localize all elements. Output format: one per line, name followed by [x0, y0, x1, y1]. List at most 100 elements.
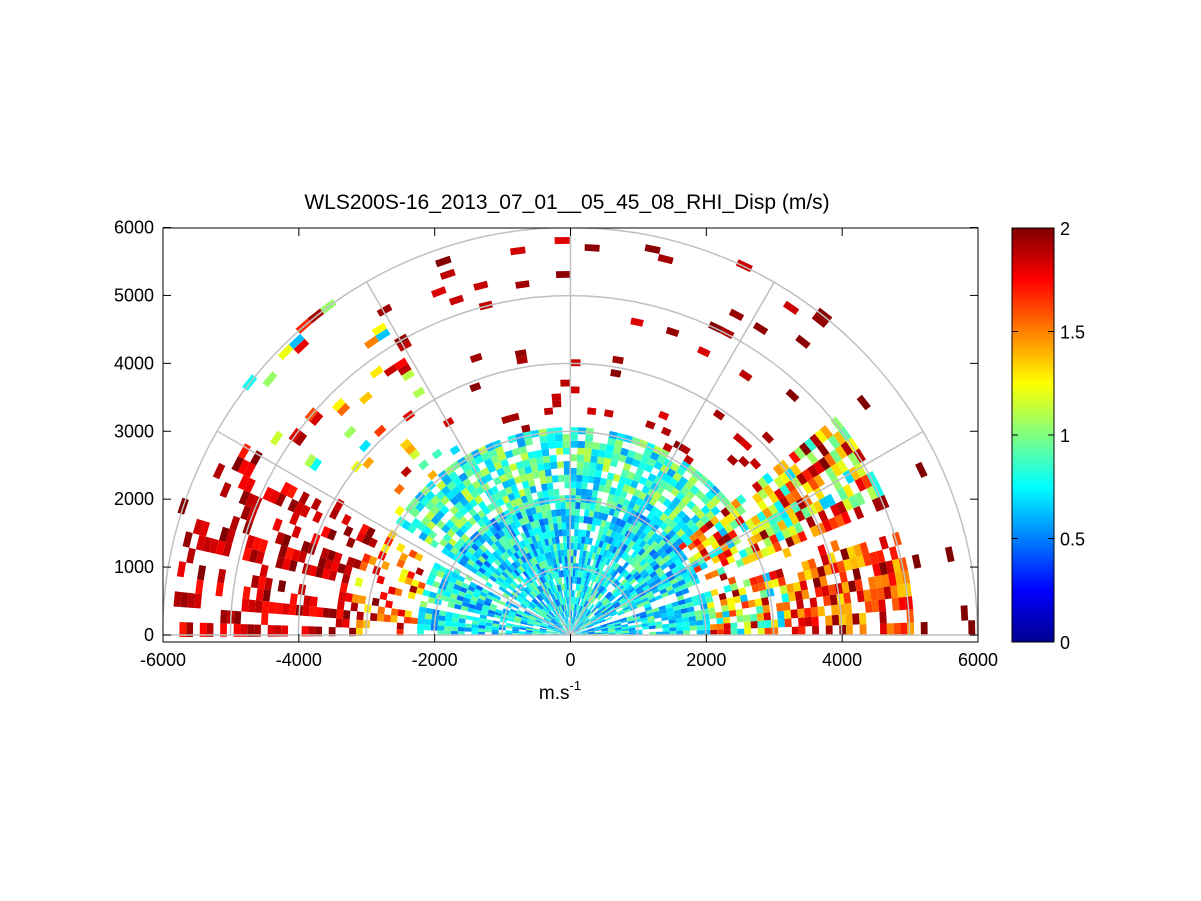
data-cell — [497, 537, 506, 546]
data-cell — [540, 442, 549, 450]
data-cell — [577, 621, 583, 627]
data-cell — [699, 561, 709, 570]
data-cell — [523, 588, 530, 595]
data-cell — [474, 539, 483, 548]
data-cell — [539, 504, 547, 513]
data-cell — [747, 599, 756, 608]
data-cell — [657, 494, 667, 504]
polar-grid — [163, 228, 978, 636]
data-cell — [491, 629, 499, 633]
data-cell — [617, 496, 626, 506]
data-cell — [564, 481, 571, 489]
data-cell — [557, 598, 561, 606]
data-cell — [393, 483, 405, 495]
data-cell — [509, 608, 518, 614]
data-cell — [574, 618, 578, 625]
data-cell — [468, 603, 476, 610]
data-cell — [523, 612, 531, 617]
data-cell — [476, 518, 486, 528]
data-cell — [669, 462, 680, 472]
data-cell — [583, 608, 588, 615]
data-cell — [441, 524, 451, 534]
data-cell — [193, 593, 202, 609]
data-cell — [490, 543, 499, 552]
data-cell — [516, 355, 528, 365]
data-cell — [744, 628, 752, 636]
data-cell — [535, 456, 544, 465]
data-cell — [520, 452, 529, 461]
data-cell — [547, 613, 553, 619]
data-cell — [607, 623, 615, 627]
data-cell — [478, 624, 486, 629]
data-cell — [694, 609, 703, 616]
data-cell — [529, 615, 537, 620]
data-cell — [580, 615, 586, 621]
data-cell — [544, 581, 550, 589]
data-cell — [777, 519, 788, 531]
data-cell — [597, 561, 603, 570]
data-cell — [683, 630, 690, 636]
data-cell — [573, 617, 576, 625]
data-cell — [451, 588, 460, 596]
data-cell — [596, 602, 603, 609]
data-cell — [878, 599, 887, 612]
data-cell — [467, 607, 475, 613]
colorbar-tick-label: 1.5 — [1060, 323, 1085, 343]
data-cell — [574, 597, 577, 605]
data-cell — [839, 571, 848, 583]
data-cell — [603, 485, 611, 494]
data-cell — [610, 612, 618, 617]
data-cell — [804, 438, 817, 452]
data-cell — [242, 586, 251, 600]
data-cell — [662, 627, 670, 632]
data-cell — [783, 516, 794, 528]
data-cell — [628, 532, 636, 541]
data-cell — [567, 597, 570, 604]
data-cell — [606, 472, 615, 481]
data-cell — [785, 480, 797, 493]
data-cell — [574, 576, 578, 584]
data-cell — [856, 394, 871, 411]
data-cell — [643, 603, 652, 609]
data-cell — [698, 533, 708, 543]
data-cell — [620, 619, 628, 624]
data-cell — [655, 621, 663, 626]
data-cell — [469, 599, 477, 606]
data-cell — [477, 509, 486, 519]
data-cell — [842, 484, 855, 498]
data-cell — [444, 626, 452, 631]
data-cell — [584, 609, 590, 616]
data-cell — [676, 550, 685, 559]
data-cell — [678, 476, 689, 486]
data-cell — [634, 563, 642, 571]
data-cell — [629, 603, 637, 609]
data-cell — [545, 588, 551, 596]
data-cell — [558, 605, 563, 613]
data-cell — [577, 612, 582, 620]
data-cell — [875, 549, 886, 564]
data-cell — [436, 519, 446, 530]
data-cell — [635, 629, 643, 633]
data-cell — [583, 618, 590, 624]
data-cell — [735, 504, 747, 516]
data-cell — [464, 550, 473, 559]
data-cell — [449, 496, 460, 506]
data-cell — [611, 538, 618, 547]
data-cell — [843, 558, 853, 571]
data-cell — [627, 600, 635, 607]
data-cell — [497, 529, 506, 538]
data-cell — [550, 620, 557, 625]
data-cell — [454, 519, 464, 529]
data-cell — [514, 559, 521, 568]
data-cell — [839, 624, 847, 636]
data-cell — [599, 570, 605, 578]
data-cell — [582, 585, 586, 593]
data-cell — [620, 569, 628, 577]
data-cell — [544, 617, 551, 622]
data-cell — [555, 592, 559, 600]
data-cell — [457, 626, 465, 632]
data-cell — [622, 498, 631, 508]
data-cell — [552, 585, 557, 593]
data-cell — [268, 601, 277, 614]
data-cell — [546, 631, 553, 634]
